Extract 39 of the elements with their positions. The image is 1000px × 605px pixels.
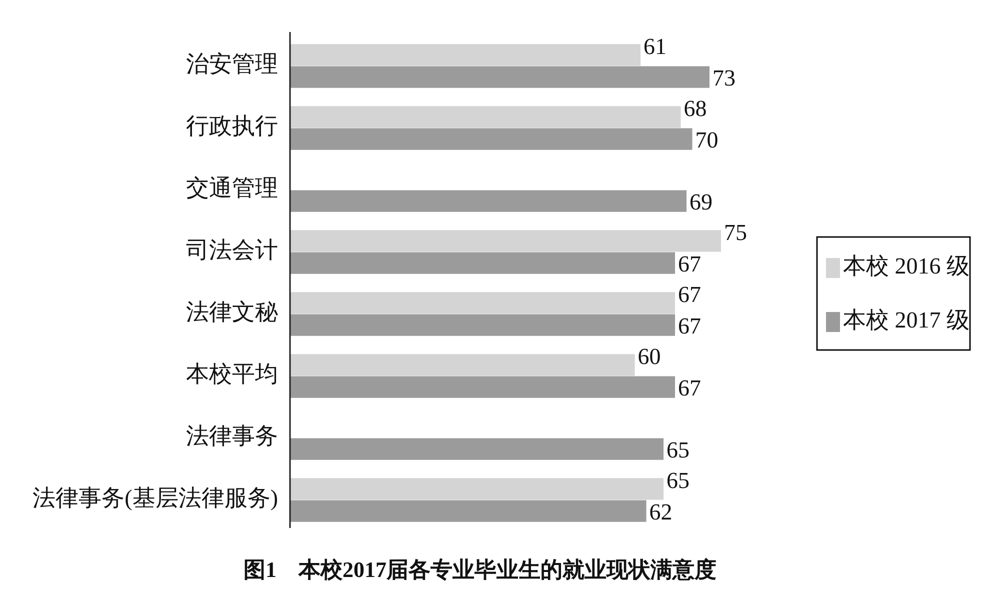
data-label: 60 — [638, 344, 661, 370]
data-label: 67 — [678, 282, 702, 308]
bar — [290, 106, 681, 128]
data-label: 75 — [724, 220, 747, 246]
data-label: 68 — [684, 96, 707, 122]
data-label: 65 — [666, 437, 690, 462]
data-label: 70 — [695, 127, 718, 152]
data-label: 61 — [644, 34, 667, 60]
y-tick-label: 法律事务 — [186, 423, 278, 448]
data-label: 65 — [666, 468, 690, 494]
bar — [290, 376, 676, 398]
data-label: 73 — [712, 65, 736, 90]
data-label: 67 — [678, 251, 702, 276]
bar — [290, 252, 676, 274]
y-tick-label: 交通管理 — [186, 175, 278, 200]
bar — [290, 292, 676, 314]
y-tick-label: 司法会计 — [186, 237, 278, 262]
bar — [290, 44, 641, 66]
data-label: 67 — [678, 375, 702, 400]
y-tick-label: 法律文秘 — [186, 299, 278, 324]
y-tick-label: 治安管理 — [186, 51, 278, 76]
legend-label: 本校 2016 级 — [843, 253, 970, 278]
bar — [290, 438, 664, 460]
legend-label: 本校 2017 级 — [843, 307, 970, 332]
bar — [290, 66, 710, 88]
y-tick-label: 行政执行 — [186, 113, 278, 138]
bar — [290, 354, 635, 376]
data-label: 62 — [649, 499, 672, 524]
y-tick-label: 本校平均 — [186, 361, 278, 386]
data-label: 67 — [678, 313, 702, 338]
y-tick-label: 法律事务(基层法律服务) — [32, 485, 278, 510]
bar — [290, 230, 721, 252]
text: 图1 本校2017届各专业毕业生的就业现状满意度 — [244, 557, 716, 582]
data-label: 69 — [690, 189, 713, 214]
bar — [290, 128, 692, 150]
bar — [290, 190, 687, 212]
bar — [290, 500, 646, 522]
bar — [290, 314, 676, 336]
bar — [290, 478, 664, 500]
